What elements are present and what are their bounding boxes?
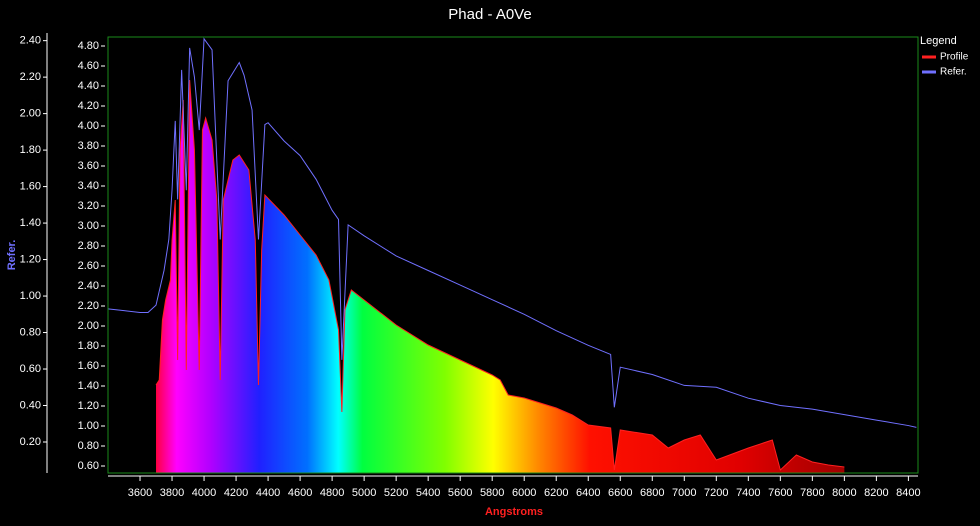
y2-tick-label: 4.40 [78, 80, 99, 92]
y-tick-label: 2.20 [20, 71, 41, 83]
x-tick-label: 3600 [128, 487, 152, 499]
legend-label: Refer. [940, 67, 967, 78]
x-tick-label: 4800 [320, 487, 344, 499]
y-tick-label: 0.80 [20, 326, 41, 338]
x-tick-label: 8200 [864, 487, 888, 499]
y2-tick-label: 1.20 [78, 400, 99, 412]
x-tick-label: 5400 [416, 487, 440, 499]
series-line [155, 79, 845, 471]
y-tick-label: 1.80 [20, 144, 41, 156]
plot-border [107, 36, 919, 474]
y2-tick-label: 4.00 [78, 120, 99, 132]
y2-tick-label: 3.40 [78, 180, 99, 192]
y2-tick-label: 2.40 [78, 280, 99, 292]
y-tick-label: 2.00 [20, 108, 41, 120]
x-tick-label: 5200 [384, 487, 408, 499]
x-tick-label: 6400 [576, 487, 600, 499]
x-tick-label: 8400 [896, 487, 920, 499]
y2-tick-label: 1.80 [78, 340, 99, 352]
y2-tick-label: 3.80 [78, 140, 99, 152]
x-tick-label: 4600 [288, 487, 312, 499]
y-tick-label: 0.20 [20, 436, 41, 448]
y2-tick-label: 1.40 [78, 380, 99, 392]
x-tick-label: 8000 [832, 487, 856, 499]
y-tick-label: 1.60 [20, 180, 41, 192]
y-tick-label: 1.40 [20, 217, 41, 229]
y2-tick-label: 2.80 [78, 240, 99, 252]
y2-tick-label: 1.00 [78, 420, 99, 432]
y-tick-label: 0.60 [20, 363, 41, 375]
y2-tick-label: 3.60 [78, 160, 99, 172]
x-tick-label: 7400 [736, 487, 760, 499]
y2-tick-label: 0.80 [78, 440, 99, 452]
y2-tick-label: 2.20 [78, 300, 99, 312]
x-tick-label: 4400 [256, 487, 280, 499]
x-tick-label: 5000 [352, 487, 376, 499]
x-tick-label: 4200 [224, 487, 248, 499]
x-tick-label: 6800 [640, 487, 664, 499]
legend-title: Legend [920, 35, 957, 47]
x-tick-label: 7000 [672, 487, 696, 499]
x-tick-label: 6200 [544, 487, 568, 499]
x-tick-label: 6600 [608, 487, 632, 499]
x-axis-label: Angstroms [485, 506, 543, 518]
y2-tick-label: 1.60 [78, 360, 99, 372]
y2-tick-label: 3.00 [78, 220, 99, 232]
series-line [107, 37, 917, 428]
legend-label: Profile [940, 52, 969, 63]
x-tick-label: 6000 [512, 487, 536, 499]
y2-tick-label: 2.00 [78, 320, 99, 332]
x-tick-label: 7600 [768, 487, 792, 499]
x-tick-label: 3800 [160, 487, 184, 499]
y2-tick-label: 2.60 [78, 260, 99, 272]
y2-tick-label: 0.60 [78, 460, 99, 472]
y2-tick-label: 3.20 [78, 200, 99, 212]
x-tick-label: 4000 [192, 487, 216, 499]
chart-title: Phad - A0Ve [448, 6, 531, 23]
x-tick-label: 7200 [704, 487, 728, 499]
y2-tick-label: 4.20 [78, 100, 99, 112]
y-axis-label: Refer. [6, 240, 18, 271]
y-tick-label: 1.20 [20, 253, 41, 265]
y2-tick-label: 4.60 [78, 60, 99, 72]
x-tick-label: 5600 [448, 487, 472, 499]
y-tick-label: 1.00 [20, 290, 41, 302]
y-tick-label: 0.40 [20, 399, 41, 411]
y-tick-label: 2.40 [20, 35, 41, 47]
profile-fill [156, 80, 845, 473]
y2-tick-label: 4.80 [78, 40, 99, 52]
x-tick-label: 5800 [480, 487, 504, 499]
x-tick-label: 7800 [800, 487, 824, 499]
